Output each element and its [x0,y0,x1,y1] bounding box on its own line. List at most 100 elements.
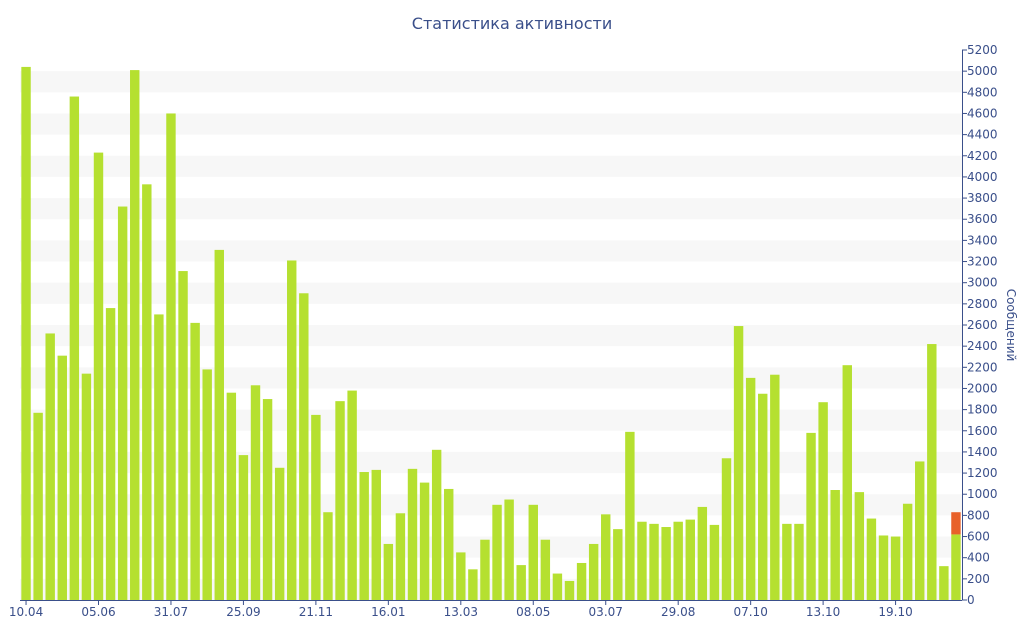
bar [238,455,249,600]
bar [588,543,599,600]
bar [262,399,273,600]
bar [915,461,925,600]
bar [830,490,840,600]
bar [625,431,635,600]
grid-band [20,325,962,347]
y-tick-label: 5000 [967,64,998,78]
y-tick-label: 400 [967,551,990,565]
grid-band [20,198,962,220]
bar [540,539,551,600]
bar [33,412,43,600]
bar [564,580,575,600]
bar [383,543,394,600]
bar [287,260,297,600]
x-tick-label: 31.07 [154,605,188,619]
bar [154,314,164,600]
bar [721,458,732,600]
bar [685,519,695,600]
bar [939,566,949,600]
bar [323,512,333,600]
bar [806,432,816,600]
y-ticks: 0 200 400 600 800 1000 1200 1400 1600 1800 2000 220… [962,43,998,607]
bar [842,365,852,600]
y-tick-label: 600 [967,530,990,544]
bar [649,523,659,600]
bar [927,344,937,600]
y-tick-label: 2200 [967,360,998,374]
x-tick-label: 03.07 [589,605,623,619]
bar [504,499,514,600]
bar [299,293,309,600]
bar [758,393,768,600]
bar [142,184,152,600]
bar [951,534,961,600]
bar [456,552,466,600]
bar [117,206,128,601]
x-tick-label: 07.10 [733,605,767,619]
bar [794,523,804,600]
bar [250,385,261,600]
bar [57,355,67,600]
bar [782,523,792,600]
y-tick-label: 3400 [967,233,998,247]
x-ticks: 10.04 05.06 31.07 25.09 21.11 16.01 13.03 08.05… [9,600,913,619]
x-tick-label: 19.10 [878,605,912,619]
bar [770,374,780,600]
bar [818,402,828,600]
grid-band [20,71,962,93]
bar [552,573,563,600]
bar [468,569,478,600]
bar [576,562,587,600]
bar [45,333,55,600]
bar [709,524,720,600]
bar [226,392,237,600]
chart-title: Статистика активности [411,14,613,33]
grid-band [20,367,962,389]
bar [745,377,756,600]
y-tick-label: 4800 [967,85,998,99]
x-tick-label: 29.08 [661,605,695,619]
y-tick-label: 2400 [967,339,998,353]
bar [347,390,357,600]
x-tick-label: 10.04 [9,605,43,619]
bar [395,513,406,600]
grid-band [20,113,962,135]
y-tick-label: 5200 [967,43,998,57]
bar [697,506,708,600]
bar [902,503,913,600]
y-tick-label: 4400 [967,128,998,142]
x-tick-label: 16.01 [371,605,405,619]
y-tick-label: 2600 [967,318,998,332]
y-tick-label: 2000 [967,381,998,395]
bar [673,521,683,600]
y-tick-label: 1600 [967,424,998,438]
x-tick-label: 21.11 [299,605,333,619]
y-tick-label: 1800 [967,403,998,417]
bar-highlight [951,512,961,535]
y-tick-label: 3200 [967,255,998,269]
y-tick-label: 3600 [967,212,998,226]
bar [178,271,188,600]
bar [214,249,224,600]
y-tick-label: 4600 [967,106,998,120]
bar [105,308,116,600]
bar [81,373,92,600]
y-tick-label: 4000 [967,170,998,184]
bar [854,492,865,600]
x-tick-label: 25.09 [226,605,260,619]
y-tick-label: 4200 [967,149,998,163]
grid-bands [20,71,962,600]
bar [21,66,31,601]
y-tick-label: 1200 [967,466,998,480]
bar [202,369,212,600]
bar [69,96,80,600]
bar [516,565,526,600]
bar [311,414,321,600]
bar [419,482,430,600]
x-tick-label: 13.10 [806,605,840,619]
bar [431,449,442,600]
bar [407,468,418,600]
x-tick-label: 08.05 [516,605,550,619]
bar [93,152,104,600]
